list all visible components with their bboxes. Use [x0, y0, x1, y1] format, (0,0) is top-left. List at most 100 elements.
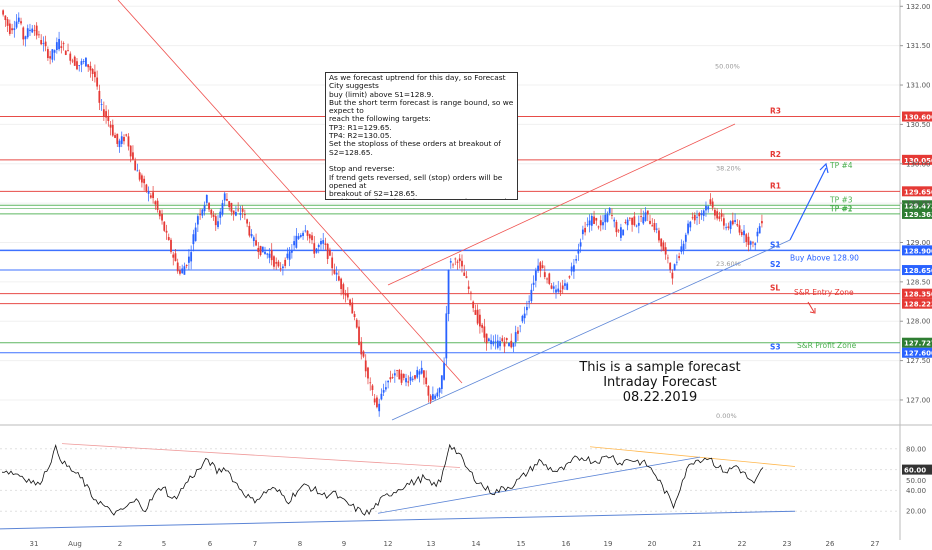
x-tick-label: 7: [253, 540, 257, 548]
candle-body: [158, 210, 161, 217]
time-axis: 31 Aug 2 5 6 7 8 9 12 13 14 15 16 19 20 21 22 23 26 27: [30, 540, 880, 548]
candle-body: [311, 235, 313, 241]
candle-body: [355, 319, 358, 328]
candle-body: [170, 239, 172, 252]
candle-body: [322, 240, 325, 244]
candle-body: [279, 268, 282, 270]
candle-body: [358, 326, 360, 345]
candle-body: [185, 264, 188, 266]
candle-body: [653, 223, 656, 231]
candle-body: [523, 313, 526, 319]
candle-body: [407, 381, 410, 383]
note-line: But the short term forecast is range bou…: [329, 97, 516, 116]
candle-body: [261, 246, 264, 253]
osc-support-line: [377, 456, 701, 514]
candle-body: [125, 134, 128, 136]
candle-body: [559, 290, 562, 293]
y-tick-label: 130.00: [906, 160, 931, 168]
candle-body: [548, 273, 551, 284]
price-badge-text: 128.223: [904, 301, 932, 309]
candle-body: [722, 218, 725, 226]
y-tick-label: 131.00: [906, 82, 931, 90]
candle-body: [716, 211, 719, 219]
candle-body: [252, 237, 255, 242]
candle-body: [481, 324, 484, 328]
candle-body: [217, 221, 219, 228]
candle-body: [532, 282, 535, 285]
candle-body: [40, 40, 43, 45]
x-tick-label: 13: [427, 540, 436, 548]
candle-body: [340, 278, 343, 290]
candle-body: [449, 261, 452, 263]
price-badge: [902, 208, 932, 219]
price-badge-text: 129.473: [904, 202, 932, 210]
candle-body: [519, 325, 522, 327]
candle-body: [273, 256, 275, 267]
note-line: In this situation, there is an expectati…: [329, 198, 514, 199]
candle-body: [22, 27, 25, 40]
level-label: S3: [770, 343, 781, 352]
candle-body: [85, 57, 87, 67]
candle-body: [644, 212, 647, 221]
candle-body: [147, 191, 150, 194]
candle-body: [4, 15, 7, 21]
candle-body: [320, 240, 322, 245]
candle-body: [13, 28, 16, 31]
candle-body: [711, 201, 714, 208]
candle-body: [463, 272, 466, 276]
price-badge: [902, 337, 932, 348]
candle-body: [282, 266, 284, 269]
osc-resistance-line-2: [589, 446, 796, 467]
candle-body: [190, 252, 193, 262]
x-tick-label: 26: [826, 540, 835, 548]
candle-body: [2, 10, 5, 15]
candle-body: [552, 286, 555, 289]
candle-body: [691, 217, 694, 219]
candle-body: [693, 215, 696, 221]
candle-body: [367, 367, 369, 379]
candle-body: [62, 43, 65, 45]
candle-body: [275, 262, 278, 264]
x-tick-label: Aug: [68, 540, 82, 548]
candle-body: [525, 306, 528, 311]
candle-body: [635, 225, 638, 227]
candle-body: [143, 178, 146, 184]
candle-body: [378, 403, 381, 412]
candle-body: [317, 244, 320, 248]
note-line: If trend gets reversed, sell (stop) orde…: [329, 172, 505, 190]
candle-body: [342, 284, 345, 295]
candle-body: [248, 225, 251, 236]
x-tick-label: 14: [472, 540, 481, 548]
candle-body: [277, 261, 280, 267]
candle-body: [228, 201, 231, 208]
y-tick-label: 128.50: [906, 278, 931, 286]
candle-body: [313, 243, 316, 254]
candle-body: [60, 46, 63, 48]
candle-body: [123, 137, 125, 142]
level-label: SL: [770, 284, 780, 293]
price-badge-text: 130.600: [904, 114, 932, 122]
candle-body: [89, 65, 92, 71]
candle-body: [183, 266, 186, 275]
candle-body: [235, 212, 237, 216]
x-tick-label: 5: [162, 540, 166, 548]
note-line: breakout of S2=128.65.: [329, 189, 418, 199]
candle-body: [478, 314, 481, 327]
profit-zone-label: S&R Profit Zone: [797, 341, 857, 350]
candle-body: [414, 375, 416, 379]
candle-body: [232, 210, 235, 215]
candle-body: [570, 266, 573, 272]
candle-body: [736, 223, 739, 226]
candle-body: [568, 276, 571, 278]
candle-body: [642, 217, 645, 224]
candle-body: [214, 216, 217, 226]
candle-body: [331, 257, 334, 269]
candle-body: [539, 262, 542, 271]
candle-body: [324, 243, 327, 245]
note-line: Set the stoploss of these orders at brea…: [329, 139, 504, 157]
candle-body: [411, 378, 414, 380]
candle-body: [118, 140, 121, 148]
trendlines: [117, 0, 791, 421]
candle-body: [373, 398, 376, 403]
